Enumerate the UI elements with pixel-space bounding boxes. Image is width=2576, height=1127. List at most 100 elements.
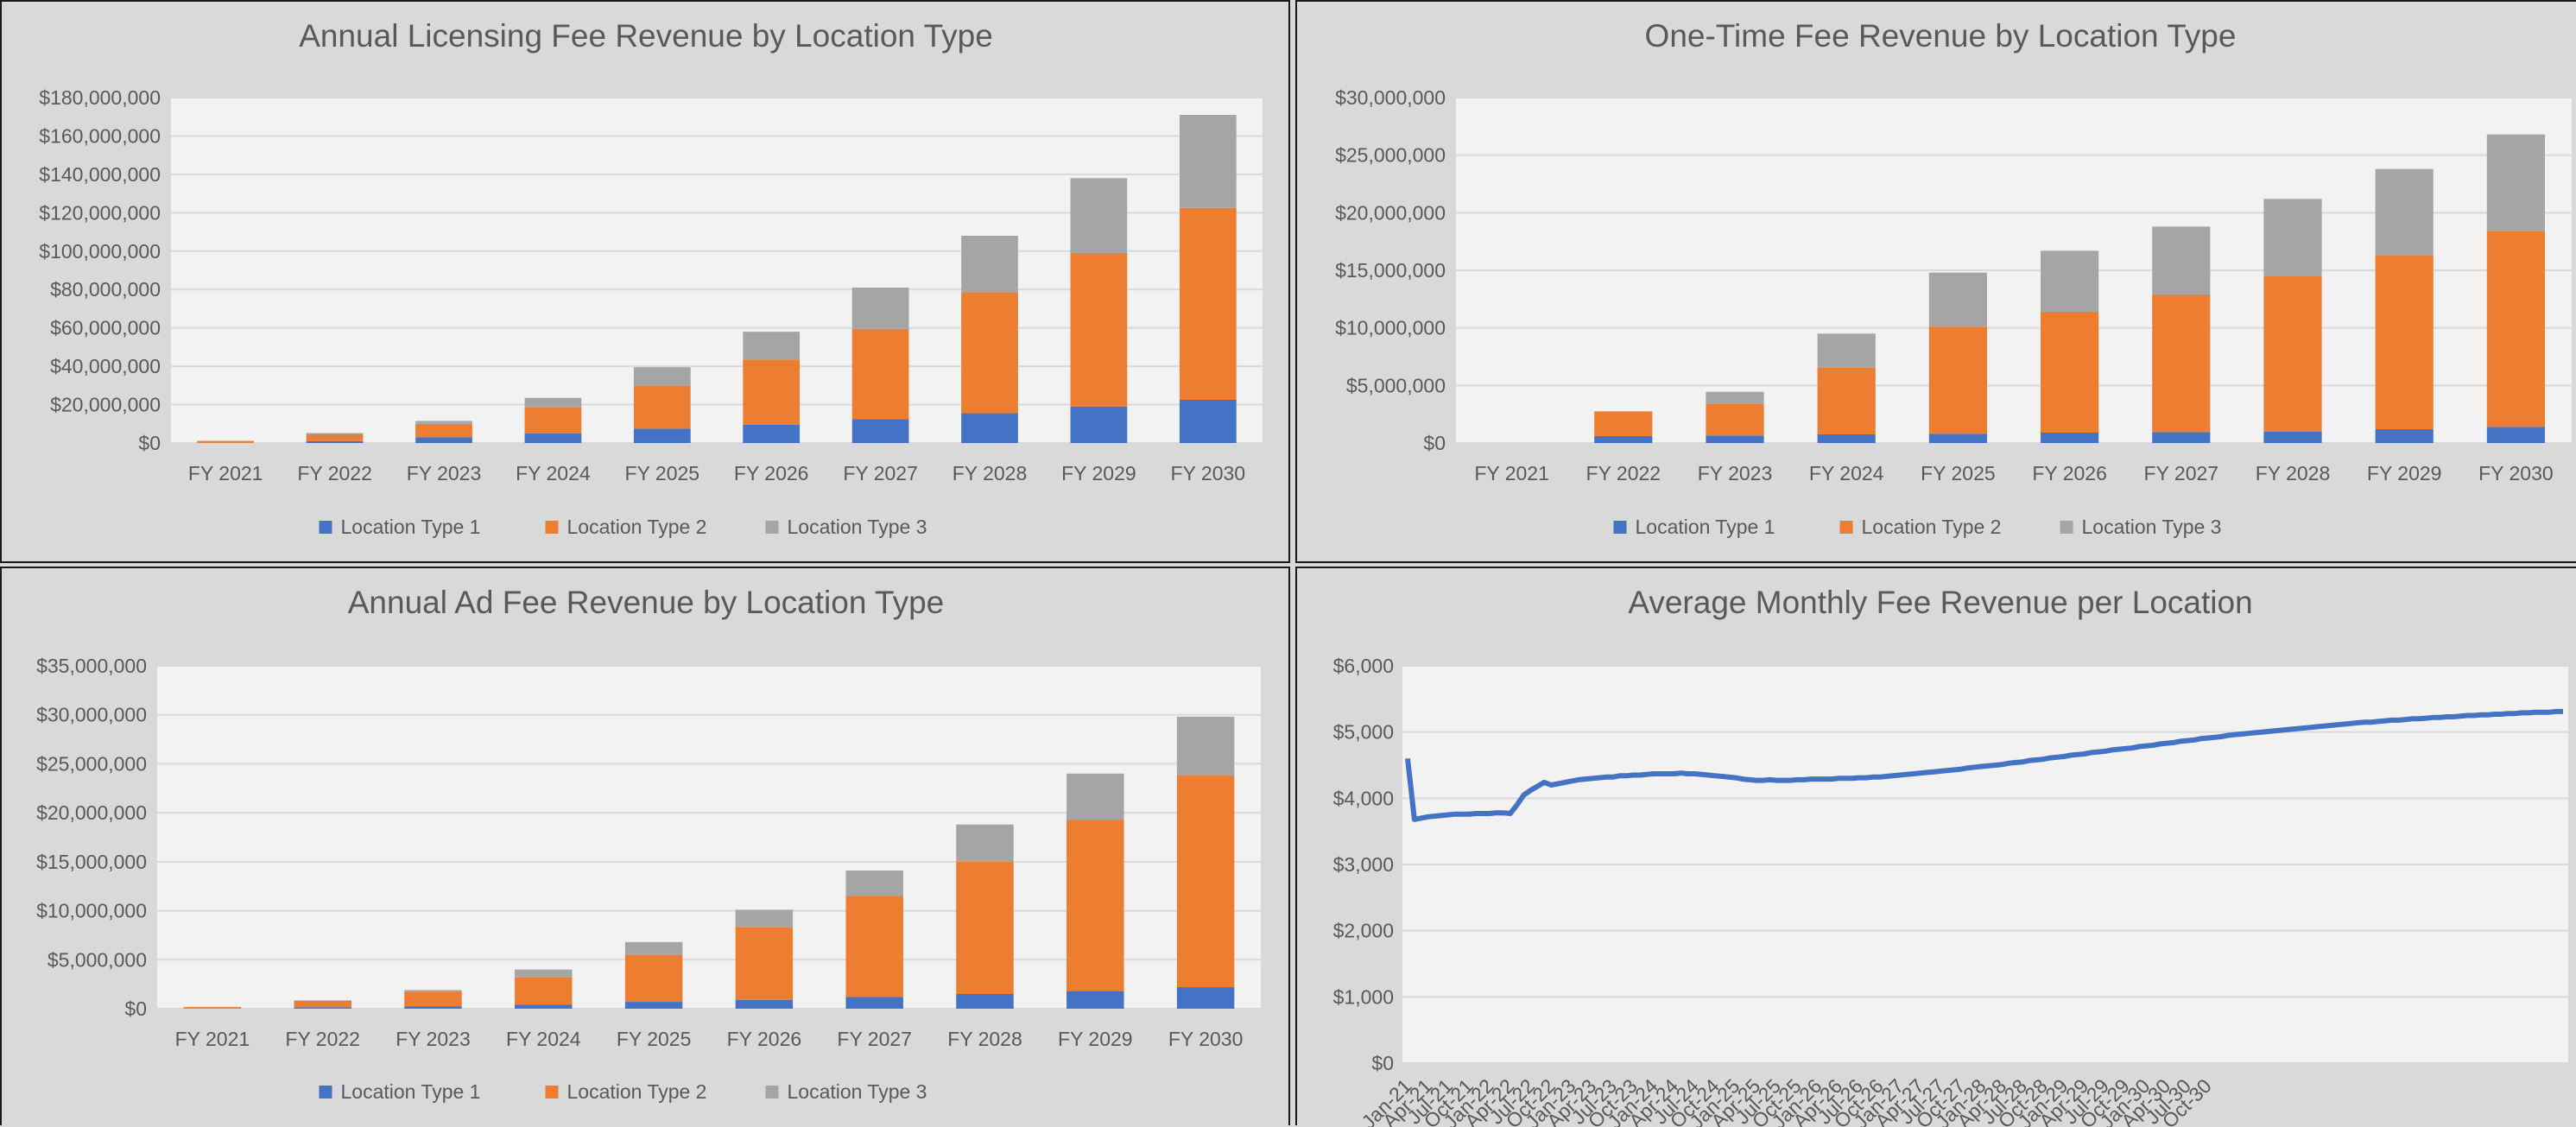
bar-segment bbox=[2152, 226, 2210, 294]
x-tick-label: FY 2030 bbox=[1168, 1028, 1244, 1050]
y-tick-label: $20,000,000 bbox=[36, 801, 147, 824]
legend-swatch bbox=[766, 1086, 779, 1099]
y-tick-label: $2,000 bbox=[1333, 920, 1394, 942]
y-tick-label: $35,000,000 bbox=[36, 655, 147, 677]
bar-segment bbox=[625, 1002, 682, 1009]
bar-segment bbox=[1706, 435, 1763, 443]
legend-swatch bbox=[1840, 521, 1853, 534]
bar-segment bbox=[525, 434, 582, 443]
bar-segment bbox=[2376, 429, 2434, 443]
y-axis: $0$5,000,000$10,000,000$15,000,000$20,00… bbox=[36, 655, 147, 1020]
bar-segment bbox=[307, 434, 364, 441]
bar-segment bbox=[1180, 115, 1237, 208]
y-axis: $0$20,000,000$40,000,000$60,000,000$80,0… bbox=[39, 86, 161, 454]
bar-segment bbox=[294, 1000, 351, 1001]
legend-swatch bbox=[546, 521, 559, 534]
bar-segment bbox=[634, 428, 691, 443]
y-tick-label: $30,000,000 bbox=[36, 704, 147, 726]
legend-label: Location Type 3 bbox=[2082, 516, 2222, 538]
y-tick-label: $20,000,000 bbox=[1335, 201, 1446, 224]
bar-segment bbox=[307, 433, 364, 434]
bar-segment bbox=[634, 367, 691, 385]
licensing-fee-chart-panel: Annual Licensing Fee Revenue by Location… bbox=[0, 0, 1290, 563]
bar-segment bbox=[956, 994, 1013, 1009]
y-tick-label: $25,000,000 bbox=[1335, 144, 1446, 167]
y-axis: $0$1,000$2,000$3,000$4,000$5,000$6,000 bbox=[1333, 655, 1394, 1074]
bar-segment bbox=[736, 909, 793, 927]
bar-segment bbox=[404, 1006, 461, 1009]
y-tick-label: $40,000,000 bbox=[50, 355, 161, 377]
x-tick-label: FY 2021 bbox=[175, 1028, 250, 1050]
bar-segment bbox=[961, 236, 1018, 293]
one-time-fee-chart-panel: One-Time Fee Revenue by Location Type $0… bbox=[1295, 0, 2576, 563]
x-tick-label: FY 2023 bbox=[396, 1028, 471, 1050]
bar-segment bbox=[1706, 404, 1763, 436]
bar-segment bbox=[625, 942, 682, 955]
bar-segment bbox=[2376, 169, 2434, 256]
x-tick-label: FY 2025 bbox=[625, 462, 700, 484]
bar-segment bbox=[515, 970, 572, 978]
x-tick-label: FY 2027 bbox=[2144, 462, 2219, 484]
x-tick-label: FY 2021 bbox=[1474, 462, 1549, 484]
bar-segment bbox=[1177, 717, 1234, 776]
bar-segment bbox=[2041, 312, 2098, 433]
chart-title: Annual Ad Fee Revenue by Location Type bbox=[348, 585, 944, 620]
legend: Location Type 1 Location Type 2 Location T… bbox=[320, 516, 927, 538]
x-axis: Jan-21Apr-21Jul-21Oct-21Jan-22Apr-22Jul-… bbox=[1357, 1074, 2215, 1127]
bar-segment bbox=[1177, 987, 1234, 1009]
x-tick-label: FY 2025 bbox=[1921, 462, 1996, 484]
y-axis: $0$5,000,000$10,000,000$15,000,000$20,00… bbox=[1335, 86, 1446, 454]
y-tick-label: $100,000,000 bbox=[39, 240, 161, 263]
bar-segment bbox=[1071, 407, 1128, 443]
legend-label: Location Type 1 bbox=[341, 516, 481, 538]
chart-title: One-Time Fee Revenue by Location Type bbox=[1645, 18, 2237, 54]
bar-segment bbox=[2487, 427, 2545, 443]
bar-segment bbox=[845, 997, 902, 1009]
ad-fee-chart: Annual Ad Fee Revenue by Location Type $… bbox=[2, 568, 1292, 1127]
x-tick-label: FY 2029 bbox=[1061, 462, 1136, 484]
bar-segment bbox=[1066, 774, 1123, 820]
bar-segment bbox=[1071, 178, 1128, 253]
bar-segment bbox=[736, 1000, 793, 1009]
y-tick-label: $15,000,000 bbox=[1335, 259, 1446, 282]
bar-segment bbox=[1818, 434, 1876, 443]
bar-segment bbox=[1180, 208, 1237, 400]
bar-segment bbox=[415, 437, 472, 443]
x-tick-label: FY 2030 bbox=[1171, 462, 1246, 484]
bar-segment bbox=[515, 978, 572, 1005]
y-tick-label: $60,000,000 bbox=[50, 317, 161, 339]
bar-segment bbox=[294, 1001, 351, 1007]
bar-segment bbox=[743, 425, 800, 443]
bar-segment bbox=[515, 1004, 572, 1009]
x-tick-label: FY 2024 bbox=[1809, 462, 1884, 484]
y-tick-label: $5,000,000 bbox=[1346, 374, 1446, 396]
bar-segment bbox=[1818, 368, 1876, 434]
bar-segment bbox=[404, 991, 461, 1006]
y-tick-label: $180,000,000 bbox=[39, 86, 161, 109]
y-tick-label: $160,000,000 bbox=[39, 124, 161, 147]
y-tick-label: $10,000,000 bbox=[36, 900, 147, 922]
ad-fee-chart-panel: Annual Ad Fee Revenue by Location Type $… bbox=[0, 567, 1290, 1125]
legend-label: Location Type 1 bbox=[1636, 516, 1775, 538]
licensing-fee-chart: Annual Licensing Fee Revenue by Location… bbox=[2, 2, 1292, 565]
chart-title: Average Monthly Fee Revenue per Location bbox=[1628, 585, 2252, 620]
bar-segment bbox=[845, 871, 902, 896]
legend-swatch bbox=[320, 1086, 332, 1099]
legend-label: Location Type 2 bbox=[567, 516, 707, 538]
x-tick-label: FY 2028 bbox=[953, 462, 1028, 484]
x-tick-label: FY 2026 bbox=[2032, 462, 2107, 484]
y-tick-label: $6,000 bbox=[1333, 655, 1394, 677]
bar-segment bbox=[2041, 250, 2098, 312]
bar-segment bbox=[415, 424, 472, 438]
bar-segment bbox=[2263, 276, 2321, 432]
y-tick-label: $20,000,000 bbox=[50, 394, 161, 416]
bar-segment bbox=[1177, 776, 1234, 987]
bar-segment bbox=[845, 896, 902, 997]
bar-segment bbox=[1180, 400, 1237, 443]
bar-segment bbox=[1071, 253, 1128, 407]
bar-segment bbox=[961, 414, 1018, 443]
legend-label: Location Type 3 bbox=[788, 516, 927, 538]
bar-segment bbox=[2152, 294, 2210, 432]
